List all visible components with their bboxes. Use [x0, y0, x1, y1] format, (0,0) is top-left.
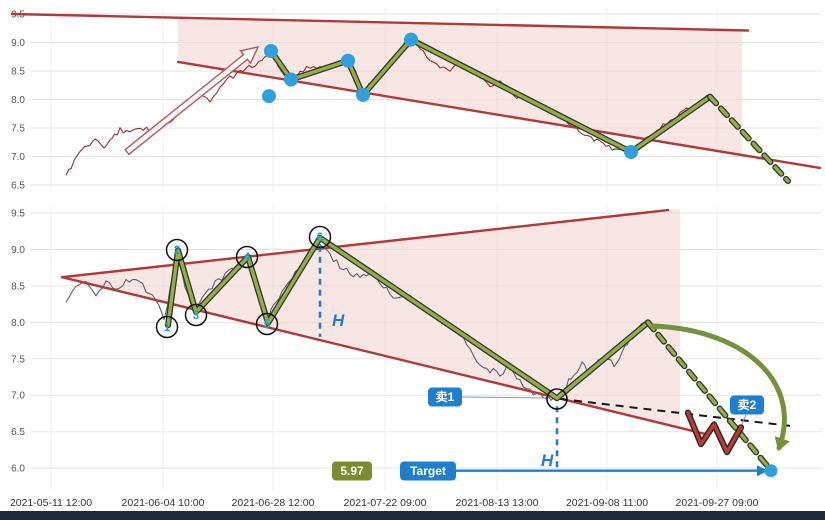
sell2-connector — [741, 414, 747, 425]
y-axis-label: 8.0 — [11, 95, 25, 106]
pivot-dot[interactable] — [624, 145, 638, 159]
pivot-dot[interactable] — [264, 44, 278, 58]
pivot-dot[interactable] — [404, 32, 418, 47]
taskbar-strip — [0, 511, 825, 520]
y-axis-label: 7.0 — [11, 152, 25, 163]
sell2-badge[interactable] — [730, 395, 764, 415]
y-axis-label: 6.0 — [11, 464, 25, 475]
pivot-dot[interactable] — [262, 89, 276, 104]
target-line-arrowhead — [757, 465, 768, 477]
y-axis-label: 7.0 — [11, 391, 25, 402]
swing-number-2: 2 — [174, 245, 180, 257]
y-axis-label: 9.0 — [11, 245, 25, 256]
swing-number-3: 3 — [193, 310, 199, 322]
zigzag-projection[interactable] — [708, 94, 790, 183]
chart-price-analysis: 9.5 9.0 8.5 8.0 7.5 7.0 6.5 6.0 H H 1 2 3 4 5 6 卖1 卖2 5.97… — [11, 205, 822, 490]
zigzag-line[interactable] — [166, 236, 650, 400]
x-axis-label: 2021-07-22 09:00 — [344, 497, 427, 509]
pivot-dot[interactable] — [356, 87, 370, 102]
price-597-label: 5.97 — [340, 464, 364, 478]
pivot-dot[interactable] — [284, 72, 298, 87]
chart-price-overview: 9.59.08.58.07.57.06.5 — [10, 8, 822, 193]
sell1-label: 卖1 — [436, 389, 455, 404]
swing-circle-3[interactable] — [184, 303, 208, 327]
pivot-dot[interactable] — [341, 53, 355, 68]
x-axis-label: 2021-09-27 09:00 — [676, 497, 759, 509]
swing-circle-5[interactable] — [255, 312, 279, 336]
wedge-fill — [62, 208, 680, 428]
trendline-upper[interactable] — [10, 12, 750, 32]
sell1-circle-marker[interactable] — [546, 388, 568, 410]
y-axis-label: 8.0 — [11, 318, 25, 329]
trendline-upper[interactable] — [60, 208, 670, 279]
swing-number-4: 4 — [244, 252, 251, 264]
swing-number-1: 1 — [164, 322, 171, 334]
swing-number-5: 5 — [264, 319, 271, 331]
target-dot[interactable] — [764, 464, 778, 478]
swing-circle-6[interactable] — [308, 225, 332, 249]
y-axis-label: 8.5 — [11, 281, 25, 292]
x-axis: 2021-05-11 12:00 2021-06-04 10:00 2021-06-… — [10, 497, 759, 509]
height-label: H — [541, 451, 554, 470]
sell1-badge[interactable] — [428, 387, 462, 407]
height-label: H — [332, 311, 345, 330]
y-axis-label: 7.5 — [11, 354, 25, 365]
projection-curved-arrow[interactable] — [650, 323, 787, 451]
target-label: Target — [410, 464, 446, 478]
pullback-zigzag[interactable] — [686, 411, 743, 454]
price-597-badge[interactable] — [332, 461, 372, 481]
y-axis-label: 9.0 — [11, 38, 25, 49]
swing-circle-1[interactable] — [155, 315, 179, 339]
target-badge[interactable] — [400, 461, 456, 481]
projection-dashed-line[interactable] — [559, 397, 791, 427]
x-axis-label: 2021-08-13 13:00 — [456, 497, 539, 509]
zigzag-projection[interactable] — [646, 320, 773, 472]
sell1-connector — [461, 396, 547, 399]
sell2-label: 卖2 — [738, 397, 757, 412]
y-axis-label: 6.5 — [11, 427, 25, 438]
x-axis-label: 2021-09-08 11:00 — [566, 497, 648, 509]
swing-number-6: 6 — [317, 232, 323, 244]
x-axis-label: 2021-06-28 12:00 — [232, 497, 315, 509]
swing-circle-4[interactable] — [235, 245, 259, 269]
wedge-fill — [178, 18, 742, 155]
swing-circle-2[interactable] — [165, 238, 189, 262]
x-axis-label: 2021-05-11 12:00 — [10, 497, 92, 509]
x-axis-label: 2021-06-04 10:00 — [122, 497, 205, 509]
y-axis-label: 7.5 — [11, 124, 25, 135]
y-axis-label: 8.5 — [11, 67, 25, 78]
y-axis-label: 9.5 — [11, 209, 25, 220]
curved-arrowhead — [774, 436, 790, 451]
hollow-arrow[interactable] — [124, 46, 260, 156]
y-axis-label: 6.5 — [11, 181, 25, 192]
